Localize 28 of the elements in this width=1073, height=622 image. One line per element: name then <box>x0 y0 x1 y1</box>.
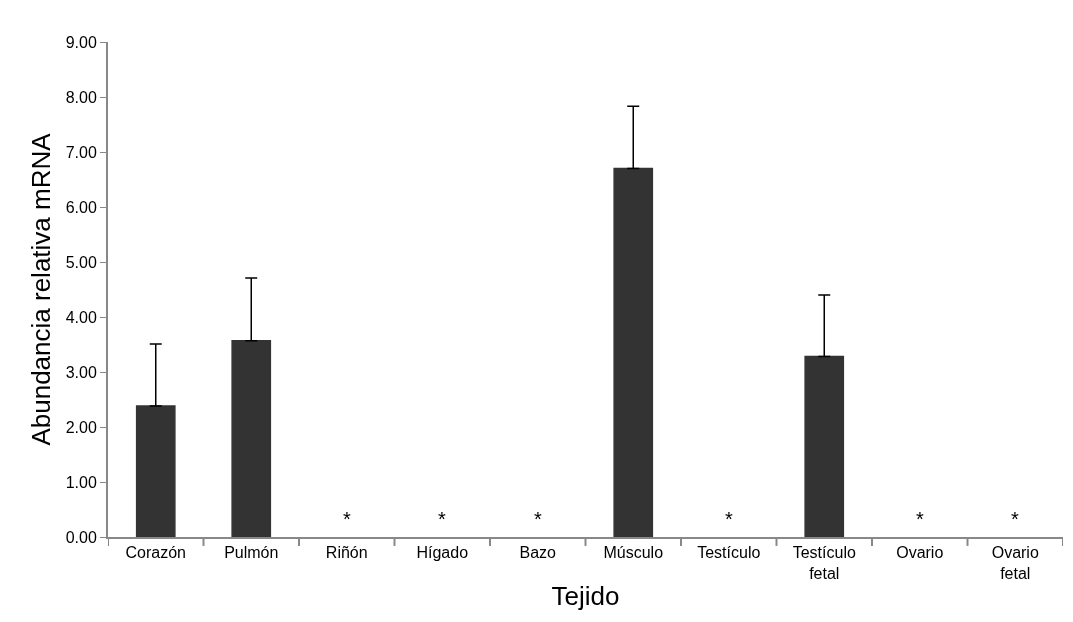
x-tick-label: Músculo <box>603 544 664 562</box>
y-tick-label: 3.00 <box>65 363 97 381</box>
annotation: * <box>725 508 733 530</box>
annotation: * <box>916 508 924 530</box>
annotation: * <box>438 508 446 530</box>
y-tick-label: 5.00 <box>65 253 97 271</box>
x-tick-label: Ovario <box>896 544 944 562</box>
x-tick-label: Testículo fetal <box>792 544 856 582</box>
y-tick-label: 4.00 <box>65 308 97 326</box>
y-tick-label: 1.00 <box>65 473 97 491</box>
y-tick-label: 0.00 <box>65 528 97 546</box>
x-tick-label: Testículo <box>697 544 761 562</box>
annotation: * <box>534 508 542 530</box>
x-tick-label: Riñón <box>325 544 368 562</box>
x-tick-label: Ovario fetal <box>991 544 1039 582</box>
annotation: * <box>1011 508 1019 530</box>
x-tick-label: Corazón <box>125 544 186 562</box>
x-axis-title: Tejido <box>551 581 620 612</box>
x-tick-label: Hígado <box>416 544 469 562</box>
y-tick-label: 7.00 <box>65 143 97 161</box>
x-tick-label: Pulmón <box>224 544 279 562</box>
annotation: * <box>343 508 351 530</box>
y-axis-title: Abundancia relativa mRNA <box>25 132 56 446</box>
y-tick-label: 8.00 <box>65 88 97 106</box>
y-tick-label: 6.00 <box>65 198 97 216</box>
y-tick-label: 9.00 <box>65 33 97 51</box>
x-tick-label: Bazo <box>519 544 557 562</box>
y-tick-label: 2.00 <box>65 418 97 436</box>
